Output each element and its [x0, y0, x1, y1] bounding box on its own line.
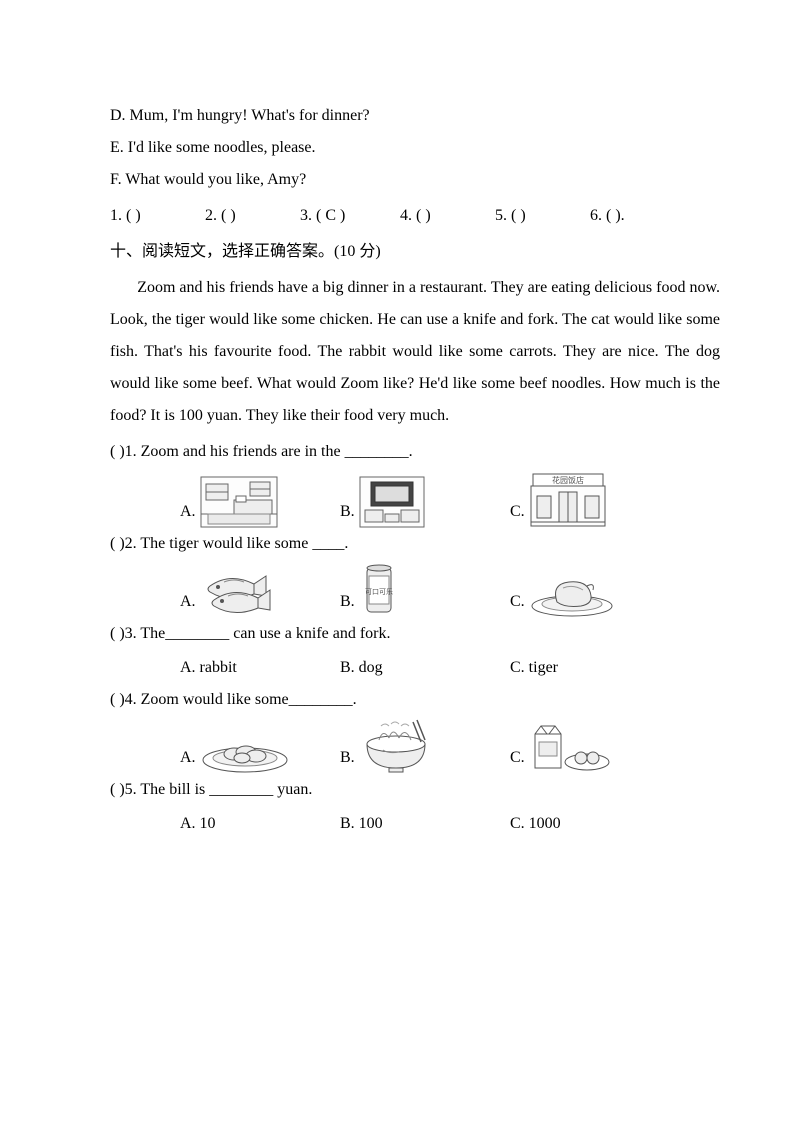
q2-opt-c[interactable]: C.	[510, 574, 615, 618]
q4-stem: ( )4. Zoom would like some________.	[110, 684, 720, 716]
q3-options: A. rabbit B. dog C. tiger	[180, 652, 720, 684]
q1-opt-c[interactable]: C. 花园饭店	[510, 470, 607, 528]
q5-options: A. 10 B. 100 C. 1000	[180, 808, 720, 840]
q2-a-label: A.	[180, 586, 196, 618]
section-heading: 十、阅读短文，选择正确答案。(10 分)	[110, 236, 720, 268]
page-body: D. Mum, I'm hungry! What's for dinner? E…	[0, 0, 800, 900]
svg-text:花园饭店: 花园饭店	[552, 475, 584, 485]
premise-f: F. What would you like, Amy?	[110, 164, 720, 196]
q5-opt-a[interactable]: A. 10	[180, 808, 340, 840]
blank-1[interactable]: 1. ( )	[110, 200, 205, 232]
q4-b-label: B.	[340, 742, 355, 774]
q5-opt-b[interactable]: B. 100	[340, 808, 510, 840]
blank-6[interactable]: 6. ( ).	[590, 200, 625, 232]
premise-d: D. Mum, I'm hungry! What's for dinner?	[110, 100, 720, 132]
blank-3[interactable]: 3. ( C )	[300, 200, 400, 232]
q1-stem: ( )1. Zoom and his friends are in the __…	[110, 436, 720, 468]
q2-c-label: C.	[510, 586, 525, 618]
q1-options: A. B.	[180, 470, 720, 528]
svg-text:可口可乐: 可口可乐	[365, 587, 393, 596]
q4-opt-a[interactable]: A.	[180, 728, 340, 774]
q4-opt-c[interactable]: C.	[510, 720, 611, 774]
q3-opt-a[interactable]: A. rabbit	[180, 652, 340, 684]
noodle-bowl-icon	[359, 718, 433, 774]
q4-c-label: C.	[510, 742, 525, 774]
q5-opt-c[interactable]: C. 1000	[510, 808, 561, 840]
q3-opt-c[interactable]: C. tiger	[510, 652, 558, 684]
q1-c-label: C.	[510, 496, 525, 528]
can-icon: 可口可乐	[359, 562, 399, 618]
premise-e: E. I'd like some noodles, please.	[110, 132, 720, 164]
q5-stem: ( )5. The bill is ________ yuan.	[110, 774, 720, 806]
q2-b-label: B.	[340, 586, 355, 618]
blank-2[interactable]: 2. ( )	[205, 200, 300, 232]
q2-options: A. B.	[180, 562, 720, 618]
q2-opt-b[interactable]: B. 可口可乐	[340, 562, 510, 618]
q4-opt-b[interactable]: B.	[340, 718, 510, 774]
room-icon	[200, 476, 278, 528]
blank-5[interactable]: 5. ( )	[495, 200, 590, 232]
milk-eggs-icon	[529, 720, 611, 774]
restaurant-icon: 花园饭店	[529, 470, 607, 528]
q1-opt-a[interactable]: A.	[180, 476, 340, 528]
q4-options: A. B.	[180, 718, 720, 774]
q3-stem: ( )3. The________ can use a knife and fo…	[110, 618, 720, 650]
q1-b-label: B.	[340, 496, 355, 528]
q4-a-label: A.	[180, 742, 196, 774]
blank-4[interactable]: 4. ( )	[400, 200, 495, 232]
fish-icon	[200, 570, 282, 618]
q1-a-label: A.	[180, 496, 196, 528]
blanks-row: 1. ( ) 2. ( ) 3. ( C ) 4. ( ) 5. ( ) 6. …	[110, 200, 720, 232]
tv-room-icon	[359, 476, 425, 528]
reading-passage: Zoom and his friends have a big dinner i…	[110, 272, 720, 432]
q2-opt-a[interactable]: A.	[180, 570, 340, 618]
meat-plate-icon	[200, 728, 290, 774]
q3-opt-b[interactable]: B. dog	[340, 652, 510, 684]
q1-opt-b[interactable]: B.	[340, 476, 510, 528]
chicken-plate-icon	[529, 574, 615, 618]
q2-stem: ( )2. The tiger would like some ____.	[110, 528, 720, 560]
